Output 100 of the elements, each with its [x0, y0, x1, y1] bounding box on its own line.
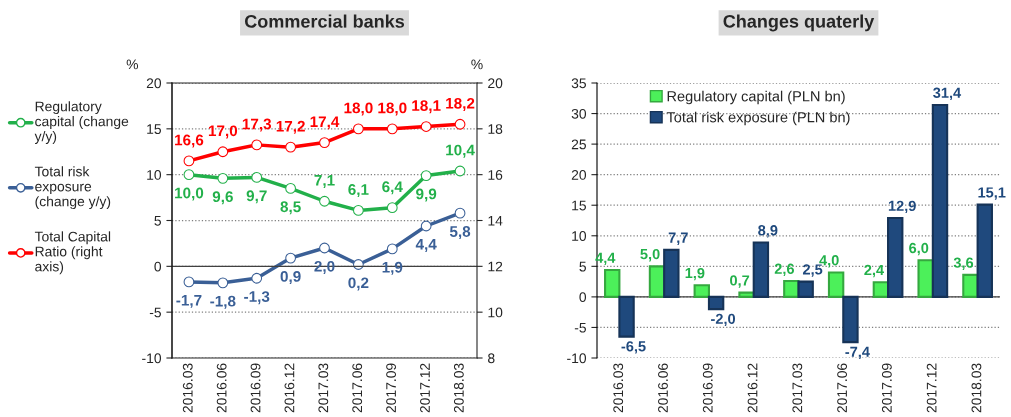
- point: [353, 123, 364, 135]
- data-label: 2,4: [864, 264, 885, 278]
- y2-axis-title: %: [471, 59, 483, 70]
- y2-tick-label: 10: [488, 307, 503, 318]
- data-label: 7,7: [668, 232, 688, 245]
- bar: [917, 259, 934, 298]
- bar: [931, 103, 949, 298]
- y2-tick-label: 20: [488, 78, 503, 89]
- point: [285, 183, 296, 194]
- point: [285, 141, 296, 153]
- point: [251, 139, 263, 151]
- data-label: 9,9: [416, 188, 437, 202]
- data-label: 7,1: [314, 175, 335, 188]
- x-tick-label: 2017.06: [352, 363, 363, 413]
- bar: [693, 284, 710, 298]
- data-label: 10,0: [175, 187, 204, 201]
- data-label: 17,2: [276, 120, 305, 134]
- point: [386, 202, 398, 214]
- legend-label: Total risk exposure (change y/y): [34, 166, 111, 210]
- data-label: 6,0: [909, 242, 929, 256]
- bar: [752, 241, 770, 298]
- point: [217, 146, 229, 158]
- y2-tick-label: 18: [488, 124, 503, 134]
- legend-label: Total risk exposure (PLN bn): [666, 111, 850, 126]
- point: [386, 243, 398, 255]
- y-tick-label: -10: [142, 353, 162, 364]
- data-label: 0,9: [280, 270, 301, 285]
- data-label: -7,4: [845, 346, 870, 360]
- x-tick-label: 2017.03: [318, 363, 329, 413]
- point: [386, 123, 398, 135]
- point: [183, 155, 195, 167]
- data-label: 1,9: [685, 267, 705, 281]
- y2-tick-label: 14: [488, 215, 503, 226]
- x-tick-label: 2016.09: [250, 363, 261, 413]
- data-label: 2,6: [774, 263, 794, 277]
- x-tick-label: 2017.09: [881, 363, 892, 413]
- y-tick-label: 20: [571, 170, 587, 180]
- point: [319, 137, 330, 148]
- bar: [738, 291, 755, 298]
- y-axis-title: %: [126, 59, 139, 70]
- data-label: 18,0: [378, 102, 407, 116]
- data-label: -1,3: [244, 291, 270, 305]
- data-label: -2,0: [711, 313, 736, 327]
- point: [353, 259, 364, 270]
- y-tick-label: -5: [574, 322, 586, 333]
- y-tick-label: 35: [571, 78, 586, 89]
- y-tick-label: 5: [154, 215, 161, 226]
- x-tick-label: 2017.06: [837, 363, 848, 413]
- x-tick-label: 2017.12: [420, 363, 430, 413]
- data-label: 15,1: [978, 187, 1006, 200]
- point: [420, 220, 432, 232]
- x-tick-label: 2016.12: [284, 363, 295, 413]
- data-label: 9,7: [246, 190, 267, 204]
- y2-tick-label: 8: [488, 353, 495, 364]
- y-tick-label: -5: [149, 307, 161, 318]
- data-label: 17,0: [208, 125, 238, 139]
- data-label: 6,4: [382, 181, 403, 195]
- data-label: 5,8: [449, 226, 471, 240]
- y-tick-label: 15: [572, 200, 586, 211]
- x-tick-label: 2017.09: [386, 363, 397, 413]
- point: [183, 276, 195, 288]
- bar: [827, 271, 845, 298]
- bar: [842, 295, 859, 344]
- point: [285, 252, 296, 264]
- point: [183, 169, 195, 181]
- data-label: -1,7: [176, 294, 202, 308]
- data-label: 18,0: [344, 102, 373, 116]
- point: [251, 272, 263, 284]
- x-tick-label: 2016.03: [613, 363, 624, 413]
- point: [454, 165, 466, 177]
- y2-tick-label: 16: [488, 170, 503, 180]
- data-label: -1,8: [210, 295, 236, 309]
- point: [251, 172, 263, 183]
- y-tick-label: 5: [579, 261, 586, 272]
- data-label: 5,0: [640, 248, 660, 262]
- y-tick-label: -10: [567, 353, 587, 364]
- legend-label: Total Capital Ratio (right axis): [34, 231, 111, 275]
- point: [217, 172, 229, 184]
- bar: [663, 248, 680, 298]
- chart-title: Changes quaterly: [723, 14, 875, 32]
- data-label: 17,4: [310, 116, 340, 130]
- point: [319, 195, 330, 207]
- x-tick-label: 2016.09: [702, 363, 713, 413]
- data-label: 18,2: [446, 97, 475, 111]
- bar: [618, 295, 635, 338]
- data-label: 8,9: [758, 225, 778, 238]
- data-label: 10,4: [446, 144, 475, 158]
- data-label: 8,5: [280, 201, 301, 215]
- data-label: 0,7: [730, 275, 750, 288]
- y-tick-label: 15: [147, 124, 161, 134]
- point: [353, 205, 364, 216]
- x-tick-label: 2016.12: [747, 363, 758, 413]
- point: [217, 277, 229, 289]
- bar: [604, 268, 621, 298]
- point: [420, 170, 432, 181]
- y-tick-label: 30: [571, 108, 587, 119]
- point: [454, 118, 466, 130]
- data-label: 31,4: [933, 87, 962, 101]
- y-tick-label: 0: [154, 261, 162, 272]
- data-label: 4,4: [415, 239, 437, 252]
